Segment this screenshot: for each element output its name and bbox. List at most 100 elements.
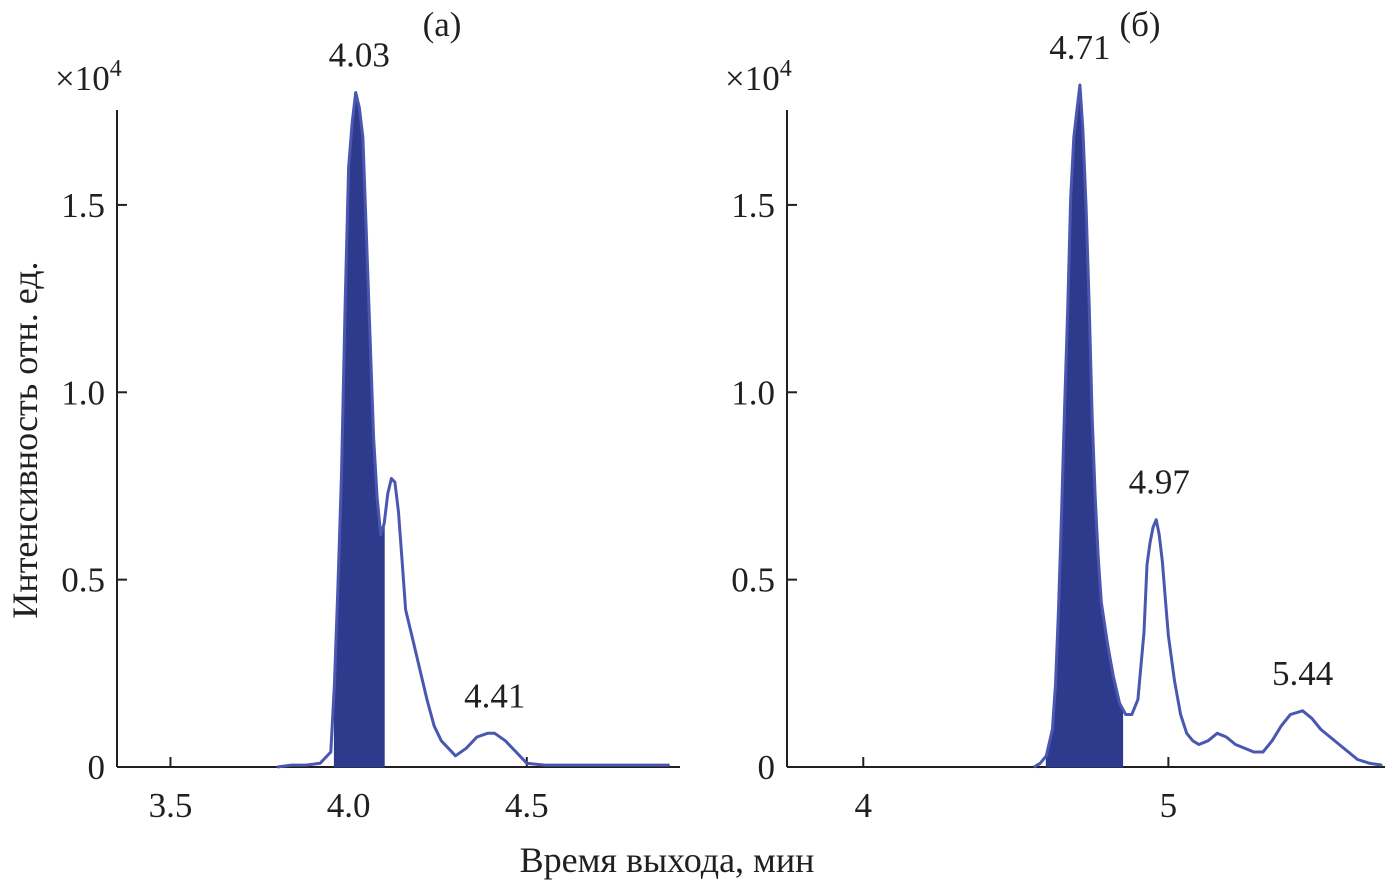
panel-a-y-tick-label: 1.0 bbox=[61, 373, 105, 412]
panel-b-data-point bbox=[1155, 518, 1157, 521]
panel-a-data-point bbox=[330, 751, 332, 753]
panel-b-data-point bbox=[1271, 740, 1273, 742]
panel-b-y-tick-label: 1.5 bbox=[731, 186, 775, 225]
panel-a-data-point bbox=[465, 747, 468, 750]
panel-b-data-point bbox=[1033, 766, 1035, 768]
panel-b-data-point bbox=[1289, 713, 1292, 716]
panel-a-data-point bbox=[397, 511, 400, 513]
panel-a-data-point bbox=[668, 764, 671, 766]
panel-b-data-point bbox=[1137, 698, 1139, 701]
panel-a-data-point bbox=[504, 740, 507, 742]
panel-a-data-point bbox=[337, 586, 339, 588]
panel-b-data-point bbox=[1179, 713, 1182, 716]
panel-b-data-point bbox=[1118, 702, 1121, 705]
panel-a-data-point bbox=[486, 732, 489, 735]
y-axis-title: Интенсивность отн. ед. bbox=[5, 261, 45, 618]
panel-a-series-line bbox=[277, 91, 670, 769]
panel-a: 0 0.5 1.0 1.5 3.5 4.0 4.5 ×104 (а) 4.03 4.41 bbox=[55, 5, 680, 825]
panel-a-data-point bbox=[362, 136, 364, 139]
panel-b-data-point bbox=[1311, 717, 1313, 720]
panel-b-data-point bbox=[1198, 743, 1200, 746]
panel-b-data-point bbox=[1091, 414, 1093, 416]
panel-b-data-point bbox=[1057, 608, 1060, 611]
panel-a-data-point bbox=[579, 764, 581, 766]
panel-b-data-point bbox=[1368, 762, 1371, 765]
panel-b-data-point bbox=[1207, 740, 1209, 742]
panel-b-data-point bbox=[1329, 736, 1331, 738]
panel-a-data-point bbox=[543, 764, 546, 766]
panel-b-data-point bbox=[1045, 755, 1048, 757]
panel-a-data-point bbox=[379, 533, 382, 536]
panel-a-data-point bbox=[369, 335, 371, 337]
panel-b-data-point bbox=[1054, 683, 1057, 686]
panel-b-data-point bbox=[1097, 556, 1099, 558]
panel-a-data-point bbox=[365, 234, 368, 236]
panel-a-data-point bbox=[340, 473, 343, 476]
panel-b-peak-label: 5.44 bbox=[1272, 654, 1333, 693]
panel-a-data-point bbox=[526, 762, 528, 765]
panel-a-data-point bbox=[390, 477, 393, 480]
panel-b-data-point bbox=[1338, 743, 1340, 746]
panel-a-y-multiplier: ×104 bbox=[55, 56, 122, 98]
panel-a-data-point bbox=[404, 608, 407, 611]
panel-b-peak-label: 4.71 bbox=[1049, 28, 1110, 67]
panel-a-panel-label: (а) bbox=[423, 5, 462, 44]
panel-a-data-point bbox=[426, 698, 428, 701]
panel-b-data-point bbox=[1216, 732, 1218, 735]
panel-b-data-point bbox=[1066, 309, 1069, 311]
panel-a-data-point bbox=[372, 436, 375, 439]
panel-a-y-tick-label: 0 bbox=[88, 748, 106, 787]
panel-b-y-tick-label: 1.0 bbox=[731, 373, 775, 412]
panel-b-data-point bbox=[1301, 710, 1304, 712]
panel-a-data-point bbox=[447, 747, 450, 750]
panel-a-data-point bbox=[454, 755, 457, 757]
panel-a-data-point bbox=[333, 683, 336, 686]
panel-b-data-point bbox=[1079, 84, 1081, 86]
panel-a-data-point bbox=[383, 522, 386, 525]
panel-a-y-tick-label: 0.5 bbox=[61, 561, 105, 600]
panel-b-data-point bbox=[1234, 743, 1237, 746]
panel-b-peak-label: 4.97 bbox=[1129, 463, 1190, 502]
panel-a-data-point bbox=[515, 751, 517, 753]
x-axis-title: Время выхода, мин bbox=[520, 840, 815, 880]
panel-a-data-point bbox=[387, 492, 389, 495]
panel-b-data-point bbox=[1167, 635, 1170, 637]
panel-b-data-point bbox=[1225, 736, 1228, 738]
panel-b-data-point bbox=[1100, 601, 1103, 603]
panel-a-data-point bbox=[412, 638, 414, 641]
panel-a-data-point bbox=[319, 762, 321, 765]
panel-b-data-point bbox=[1063, 406, 1066, 409]
panel-b-data-point bbox=[1347, 751, 1350, 753]
panel-a-data-point bbox=[394, 481, 396, 484]
panel-a-data-point bbox=[615, 764, 617, 766]
panel-a-data-point bbox=[401, 560, 403, 562]
panel-a-data-point bbox=[419, 668, 421, 671]
panel-a-data-point bbox=[354, 91, 357, 94]
panel-a-x-tick-label: 3.5 bbox=[149, 786, 193, 825]
panel-a-data-point bbox=[440, 740, 443, 742]
panel-a-data-point bbox=[351, 121, 354, 124]
panel-a-data-point bbox=[276, 766, 279, 768]
panel-b-data-point bbox=[1069, 196, 1072, 199]
panel-b: 0 0.5 1.0 1.5 4 5 ×104 (б)4.71 4.97 5.44 bbox=[725, 5, 1385, 825]
panel-b-data-point bbox=[1131, 713, 1133, 716]
panel-b-data-point bbox=[1356, 758, 1359, 761]
panel-b-data-point bbox=[1094, 496, 1096, 499]
panel-b-data-point bbox=[1158, 533, 1160, 536]
panel-b-data-point bbox=[1381, 764, 1383, 766]
panel-b-data-point bbox=[1164, 597, 1167, 600]
panel-b-data-point bbox=[1149, 541, 1151, 543]
panel-a-data-point bbox=[305, 764, 307, 766]
panel-a-data-point bbox=[376, 496, 378, 499]
panel-b-data-point bbox=[1143, 631, 1145, 633]
panel-b-data-point bbox=[1185, 732, 1188, 735]
panel-b-data-point bbox=[1106, 642, 1109, 645]
panel-a-data-point bbox=[493, 732, 496, 735]
panel-a-data-point bbox=[650, 764, 653, 766]
panel-b-y-multiplier: ×104 bbox=[725, 56, 792, 98]
panel-b-data-point bbox=[1280, 725, 1283, 727]
panel-a-y-tick-label: 1.5 bbox=[61, 186, 105, 225]
panel-b-data-point bbox=[1088, 301, 1090, 304]
panel-b-data-point bbox=[1039, 762, 1041, 765]
panel-b-data-point bbox=[1192, 740, 1194, 742]
